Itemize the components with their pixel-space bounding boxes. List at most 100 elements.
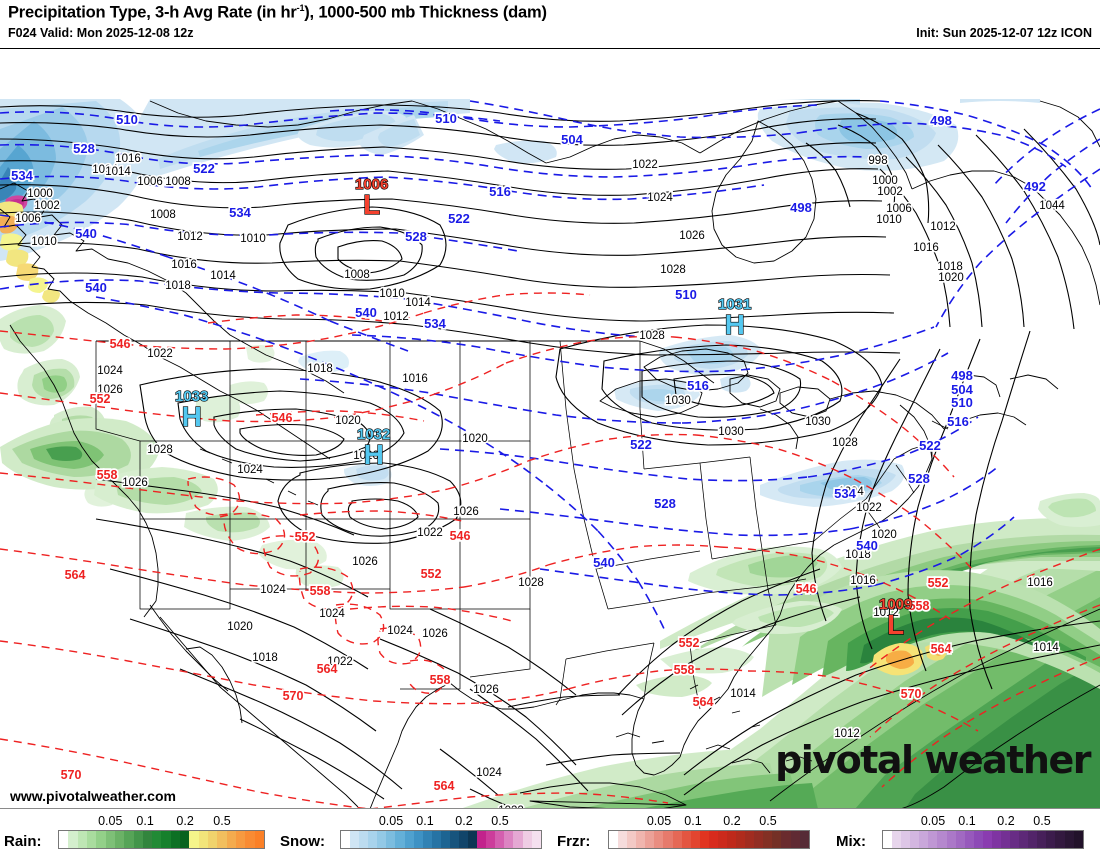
colorbar-tick-label: 0.1 <box>684 814 702 828</box>
pivotal-weather-watermark: pivotal weather <box>775 738 1091 782</box>
page-title-tail: ), 1000-500 mb Thickness (dam) <box>304 3 547 22</box>
colorbar-tick-label: 0.2 <box>176 814 194 828</box>
contour-label: 1016 <box>1027 577 1053 589</box>
contour-label: 516 <box>947 414 969 429</box>
mslp-isobars <box>0 100 1100 808</box>
contour-label: 510 <box>951 395 973 410</box>
colorbar-swatch <box>189 831 199 848</box>
contour-label: 564 <box>65 568 86 582</box>
contour-label: 528 <box>654 496 676 511</box>
contour-label: 552 <box>679 636 700 650</box>
contour-label: 1026 <box>453 506 479 518</box>
contour-label: 1024 <box>838 486 864 498</box>
colorbar-swatches-mix[interactable] <box>882 830 1084 849</box>
contour-label: 498 <box>930 113 952 128</box>
contour-label: 540 <box>593 555 615 570</box>
contour-label: 1016 <box>402 373 428 385</box>
colorbar-tick-label: 0.2 <box>997 814 1015 828</box>
contour-label: 570 <box>901 687 922 701</box>
colorbar-swatches-rain[interactable] <box>58 830 265 849</box>
colorbar-swatch <box>627 831 637 848</box>
colorbar-swatch <box>377 831 387 848</box>
contour-label: 1030 <box>665 395 691 407</box>
contour-label: 1030 <box>718 426 744 438</box>
colorbar-swatch <box>152 831 162 848</box>
colorbar-swatch <box>708 831 718 848</box>
header-bar: Precipitation Type, 3-h Avg Rate (in hr-… <box>0 0 1100 48</box>
contour-label: 558 <box>310 584 331 598</box>
contour-label: 504 <box>951 382 973 397</box>
contour-label: 1028 <box>518 577 544 589</box>
colorbar-swatch <box>1019 831 1029 848</box>
page-title: Precipitation Type, 3-h Avg Rate (in hr-… <box>8 3 547 23</box>
colorbar-snow: Snow: 0.05 0.1 0.2 0.5 <box>280 809 546 851</box>
colorbar-swatch <box>404 831 414 848</box>
valid-time-label: F024 Valid: Mon 2025-12-08 12z <box>8 26 194 40</box>
contour-label: 1012 <box>383 311 409 323</box>
contour-label: 510 <box>675 287 697 302</box>
contour-label: 1014 <box>210 270 236 282</box>
colorbar-swatch <box>142 831 153 848</box>
colorbar-swatch <box>161 831 171 848</box>
precip-rain-shading <box>0 305 1100 808</box>
contour-label: 528 <box>405 229 427 244</box>
contour-label: 1026 <box>679 230 705 242</box>
colorbar-tick-label: 0.05 <box>98 814 123 828</box>
map-canvas[interactable]: 1016 1004 1014 1006 1008 1000 1002 1006 1010 1008… <box>0 48 1100 808</box>
contour-label: 1010 <box>31 236 57 248</box>
contour-label: 1024 <box>647 192 673 204</box>
contour-label: 1022 <box>856 502 882 514</box>
contour-label: 1006 <box>137 176 163 188</box>
colorbar-swatch <box>690 831 700 848</box>
contour-label: 510 <box>435 111 457 126</box>
contour-label: 570 <box>283 689 304 703</box>
contour-label: 1024 <box>97 365 123 377</box>
contour-label: 1024 <box>237 464 263 476</box>
contour-label: 1016 <box>913 242 939 254</box>
page-title-main: Precipitation Type, 3-h Avg Rate (in hr <box>8 3 297 22</box>
contour-label: 1024 <box>387 625 413 637</box>
colorbar-ticks-mix: 0.05 0.1 0.2 0.5 <box>882 814 1082 830</box>
contour-label: 1020 <box>462 433 488 445</box>
contour-label: 540 <box>355 305 377 320</box>
contour-label: 498 <box>790 200 812 215</box>
contour-label: 1022 <box>632 159 658 171</box>
colorbar-swatch <box>198 831 208 848</box>
colorbar-label-snow: Snow: <box>280 833 325 850</box>
colorbar-swatch <box>928 831 938 848</box>
colorbar-swatch <box>504 831 514 848</box>
contour-label: 534 <box>229 205 251 220</box>
contour-label: 528 <box>908 471 930 486</box>
colorbar-swatch <box>114 831 125 848</box>
colorbar-mix: Mix: 0.05 0.1 0.2 0.5 <box>836 809 1088 851</box>
contour-label: 1016 <box>171 259 197 271</box>
contour-label: 1026 <box>122 477 148 489</box>
contour-label: 1020 <box>871 529 897 541</box>
colorbar-swatch <box>86 831 97 848</box>
contour-label: 552 <box>928 576 949 590</box>
colorbar-swatch <box>1046 831 1056 848</box>
contour-label: 1026 <box>97 384 123 396</box>
contour-label: 1012 <box>834 728 860 740</box>
contour-label: 540 <box>856 538 878 553</box>
colorbar-label-mix: Mix: <box>836 833 866 850</box>
colorbar-swatches-frzr[interactable] <box>608 830 810 849</box>
colorbar-swatch <box>459 831 469 848</box>
thickness-warm-labels: 546 552 558 564 570 546 552 558 564 570 558 564 552 5… <box>59 335 953 794</box>
contour-label: 1008 <box>165 176 191 188</box>
colorbar-swatches-snow[interactable] <box>340 830 542 849</box>
colorbar-swatch <box>105 831 115 848</box>
colorbar-tick-label: 0.5 <box>1033 814 1051 828</box>
contour-label: 1018 <box>252 652 278 664</box>
thickness-contours-warm <box>0 292 1100 808</box>
colorbar-swatch <box>790 831 800 848</box>
colorbar-swatch <box>133 831 143 848</box>
site-url-label: www.pivotalweather.com <box>10 788 176 804</box>
contour-label: 1018 <box>937 261 963 273</box>
contour-label: 1020 <box>335 415 361 427</box>
colorbar-swatch <box>1010 831 1020 848</box>
colorbar-swatch <box>226 831 236 848</box>
contour-label: 1012 <box>177 231 203 243</box>
contour-label: 1014 <box>405 297 431 309</box>
